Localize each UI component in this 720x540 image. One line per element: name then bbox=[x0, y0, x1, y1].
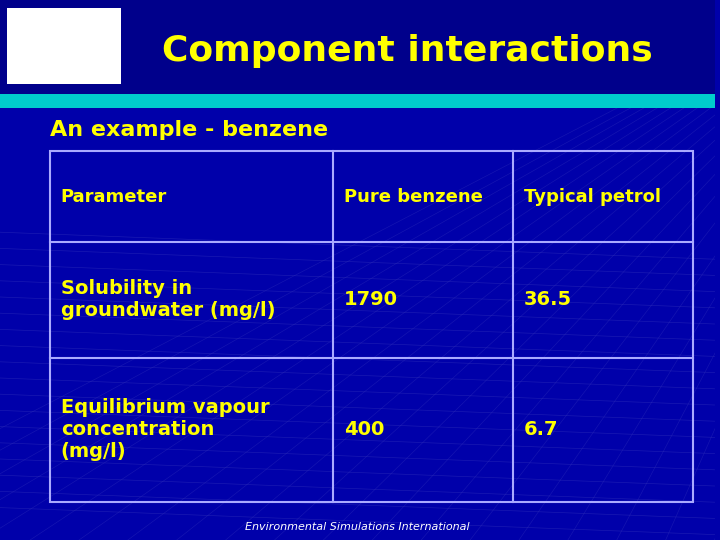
Text: Typical petrol: Typical petrol bbox=[523, 187, 661, 206]
Text: Parameter: Parameter bbox=[60, 187, 167, 206]
Text: 1790: 1790 bbox=[343, 291, 397, 309]
Text: 400: 400 bbox=[343, 421, 384, 440]
Text: Component interactions: Component interactions bbox=[162, 35, 652, 68]
FancyBboxPatch shape bbox=[7, 8, 122, 84]
Text: An example - benzene: An example - benzene bbox=[50, 119, 328, 140]
Text: Environmental Simulations International: Environmental Simulations International bbox=[245, 522, 469, 531]
Text: Solubility in
groundwater (mg/l): Solubility in groundwater (mg/l) bbox=[60, 279, 275, 320]
Text: Equilibrium vapour
concentration
(mg/l): Equilibrium vapour concentration (mg/l) bbox=[60, 399, 269, 462]
FancyBboxPatch shape bbox=[0, 0, 714, 97]
FancyBboxPatch shape bbox=[0, 94, 714, 108]
Text: Pure benzene: Pure benzene bbox=[343, 187, 482, 206]
Text: 6.7: 6.7 bbox=[523, 421, 558, 440]
Text: 36.5: 36.5 bbox=[523, 291, 572, 309]
